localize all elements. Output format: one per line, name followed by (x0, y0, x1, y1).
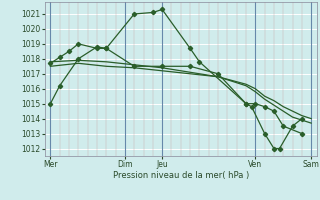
X-axis label: Pression niveau de la mer( hPa ): Pression niveau de la mer( hPa ) (113, 171, 249, 180)
